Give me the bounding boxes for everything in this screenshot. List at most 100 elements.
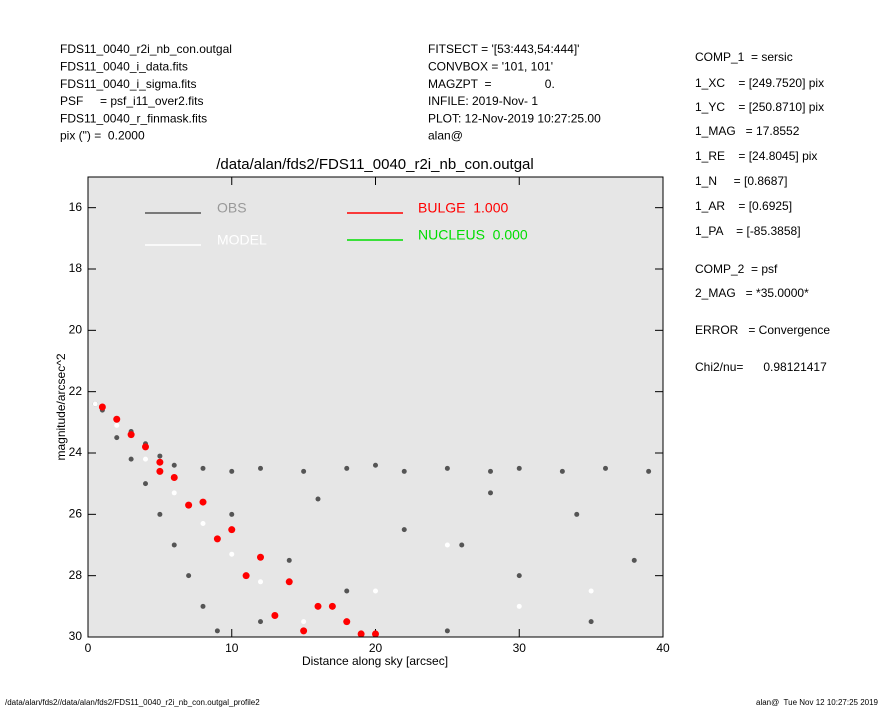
point bbox=[315, 496, 321, 502]
parameter-line: 2_MAG = *35.0000* bbox=[695, 286, 809, 300]
point bbox=[92, 401, 98, 407]
header-left-line: FDS11_0040_r_finmask.fits bbox=[60, 111, 207, 125]
point bbox=[186, 573, 192, 579]
point bbox=[171, 462, 177, 468]
point bbox=[401, 468, 407, 474]
point bbox=[113, 415, 121, 423]
header-middle-line: CONVBOX = '101, 101' bbox=[428, 59, 553, 73]
header-left-line: FDS11_0040_r2i_nb_con.outgal bbox=[60, 42, 232, 56]
point bbox=[156, 458, 164, 466]
point bbox=[271, 612, 279, 620]
point bbox=[258, 579, 263, 585]
point bbox=[301, 619, 307, 625]
point bbox=[328, 602, 336, 610]
point bbox=[631, 557, 637, 563]
parameter-line: 1_AR = [0.6925] bbox=[695, 199, 792, 213]
point bbox=[314, 602, 322, 610]
point bbox=[646, 468, 652, 474]
plot-area bbox=[88, 177, 663, 637]
point bbox=[170, 474, 178, 482]
point bbox=[285, 578, 293, 586]
point bbox=[199, 498, 207, 506]
point bbox=[301, 468, 307, 474]
point bbox=[157, 511, 163, 517]
point bbox=[229, 468, 235, 474]
point bbox=[142, 443, 149, 451]
y-tick-label: 16 bbox=[69, 200, 83, 214]
chart-title: /data/alan/fds2/FDS11_0040_r2i_nb_con.ou… bbox=[216, 156, 533, 173]
point bbox=[459, 542, 465, 548]
point bbox=[114, 422, 120, 428]
point bbox=[213, 535, 221, 543]
point bbox=[588, 619, 594, 625]
footer-left: /data/alan/fds2//data/alan/fds2/FDS11_00… bbox=[5, 698, 260, 707]
point bbox=[185, 501, 193, 509]
point bbox=[488, 490, 493, 496]
header-middle-line: PLOT: 12-Nov-2019 10:27:25.00 bbox=[428, 111, 601, 125]
point bbox=[157, 453, 163, 459]
parameter-line: 1_PA = [-85.3858] bbox=[695, 224, 801, 238]
point bbox=[258, 619, 263, 625]
parameter-line: 1_RE = [24.8045] pix bbox=[695, 149, 817, 163]
x-axis-label: Distance along sky [arcsec] bbox=[302, 654, 448, 668]
point bbox=[229, 511, 235, 517]
point bbox=[344, 588, 350, 594]
point bbox=[127, 431, 135, 439]
x-tick-label: 30 bbox=[513, 641, 527, 655]
x-tick-label: 10 bbox=[225, 641, 239, 655]
parameter-line: 1_YC = [250.8710] pix bbox=[695, 100, 824, 114]
point bbox=[373, 588, 378, 594]
point bbox=[156, 467, 164, 475]
parameter-line: COMP_2 = psf bbox=[695, 262, 778, 276]
point bbox=[258, 465, 263, 471]
header-middle-line: INFILE: 2019-Nov- 1 bbox=[428, 94, 538, 108]
point bbox=[401, 527, 407, 533]
point bbox=[143, 481, 148, 487]
x-tick-label: 20 bbox=[369, 641, 383, 655]
parameter-line: ERROR = Convergence bbox=[695, 323, 830, 337]
header-middle-line: FITSECT = '[53:443,54:444]' bbox=[428, 42, 579, 56]
header-left-line: FDS11_0040_i_data.fits bbox=[60, 59, 188, 73]
point bbox=[214, 628, 220, 634]
point bbox=[574, 511, 580, 517]
y-tick-label: 28 bbox=[69, 568, 83, 582]
point bbox=[516, 573, 522, 579]
legend-label: MODEL bbox=[217, 232, 267, 248]
y-tick-label: 26 bbox=[69, 507, 83, 521]
parameter-line: COMP_1 = sersic bbox=[695, 50, 793, 64]
point bbox=[588, 588, 594, 594]
point bbox=[98, 403, 106, 411]
parameter-line: 1_XC = [249.7520] pix bbox=[695, 76, 824, 90]
y-tick-label: 18 bbox=[69, 261, 83, 275]
y-tick-label: 22 bbox=[69, 384, 83, 398]
parameter-line: 1_MAG = 17.8552 bbox=[695, 124, 800, 138]
point bbox=[372, 630, 379, 638]
point bbox=[559, 468, 565, 474]
point bbox=[286, 557, 292, 563]
point bbox=[114, 435, 120, 441]
point bbox=[171, 542, 177, 548]
point bbox=[444, 542, 450, 548]
point bbox=[357, 630, 365, 638]
point bbox=[257, 553, 264, 561]
point bbox=[143, 456, 148, 462]
legend-label: NUCLEUS 0.000 bbox=[418, 227, 528, 243]
parameter-line: Chi2/nu= 0.98121417 bbox=[695, 360, 827, 374]
footer-right: alan@ Tue Nov 12 10:27:25 2019 bbox=[756, 698, 879, 707]
y-tick-label: 20 bbox=[69, 323, 83, 337]
point bbox=[343, 618, 351, 626]
header-left-line: FDS11_0040_i_sigma.fits bbox=[60, 77, 197, 91]
header-left-line: PSF = psf_i11_over2.fits bbox=[60, 94, 204, 108]
point bbox=[171, 490, 177, 496]
y-tick-label: 24 bbox=[69, 445, 83, 459]
parameter-line: 1_N = [0.8687] bbox=[695, 174, 787, 188]
point bbox=[444, 628, 450, 634]
y-tick-label: 30 bbox=[69, 629, 83, 643]
point bbox=[200, 521, 206, 527]
point bbox=[242, 572, 250, 580]
point bbox=[200, 465, 206, 471]
legend-label: BULGE 1.000 bbox=[418, 200, 508, 216]
x-tick-label: 0 bbox=[85, 641, 92, 655]
legend-label: OBS bbox=[217, 200, 247, 216]
